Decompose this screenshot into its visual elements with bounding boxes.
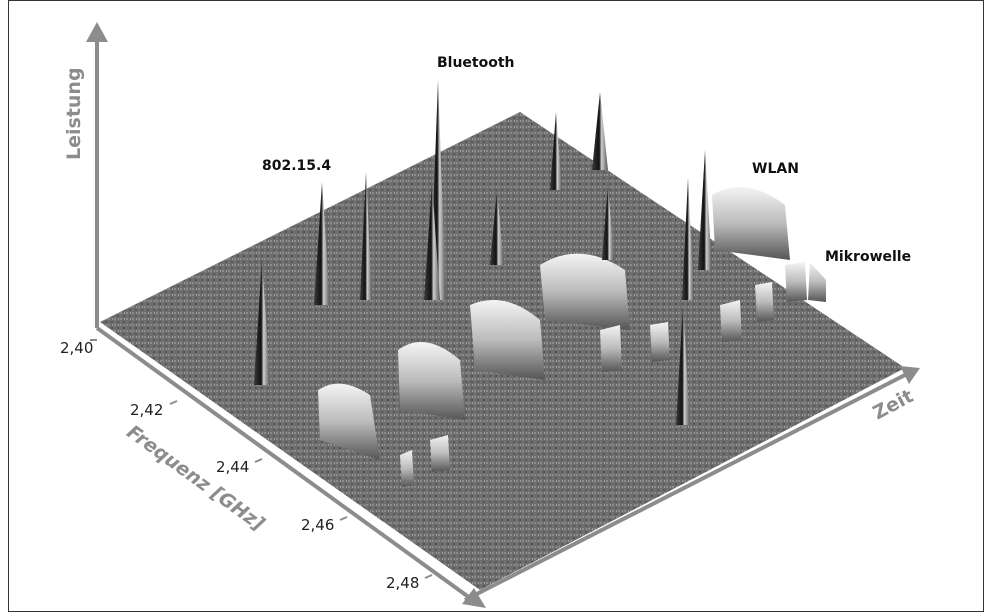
- frequency-tick: 2,48: [386, 574, 419, 592]
- power-axis-label: Leistung: [63, 67, 85, 160]
- frequency-tick: 2,44: [216, 458, 249, 476]
- annotation: Bluetooth: [437, 55, 515, 71]
- figure: 2,40 2,42 2,44 2,46 2,48 Leistung Freque…: [0, 0, 992, 612]
- annotation: WLAN: [752, 161, 799, 177]
- annotation: 802.15.4: [262, 158, 331, 174]
- frequency-tick: 2,46: [301, 516, 334, 534]
- frequency-tick: 2,40: [60, 339, 93, 357]
- annotation: Mikrowelle: [825, 249, 911, 265]
- frequency-tick: 2,42: [130, 401, 163, 419]
